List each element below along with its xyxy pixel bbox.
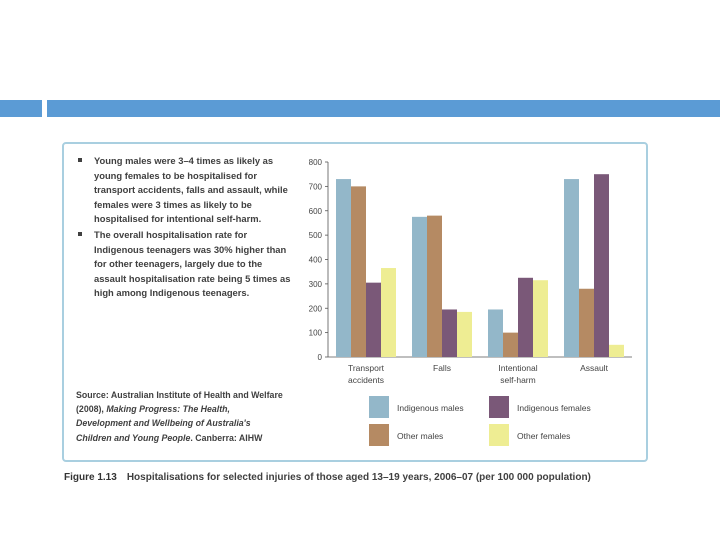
bullet-icon — [78, 158, 82, 162]
slide-accent-bar-left — [0, 100, 42, 117]
y-tick-label: 800 — [309, 158, 323, 167]
bar — [533, 280, 548, 357]
bullet-item: The overall hospitalisation rate for Ind… — [76, 228, 296, 301]
bullet-item: Young males were 3–4 times as likely as … — [76, 154, 296, 227]
bar — [503, 332, 518, 357]
bar — [351, 186, 366, 357]
bar — [579, 288, 594, 357]
source-title: Making Progress: The Health, Development… — [76, 404, 251, 443]
bar — [336, 179, 351, 357]
x-tick-label: Assault — [580, 363, 609, 373]
summary-bullet-list: Young males were 3–4 times as likely as … — [76, 154, 296, 302]
bar — [488, 309, 503, 357]
legend-swatch — [369, 396, 389, 418]
bar — [381, 268, 396, 357]
figure-caption: Figure 1.13 Hospitalisations for selected… — [64, 472, 684, 483]
legend-label: Indigenous females — [517, 403, 591, 413]
y-tick-label: 400 — [309, 256, 323, 265]
bar — [442, 309, 457, 357]
bullet-text: The overall hospitalisation rate for Ind… — [94, 228, 291, 299]
figure-number: Figure 1.13 — [64, 472, 117, 483]
source-prefix: Source: Australian Institute of Health a… — [76, 390, 283, 415]
legend-label: Other females — [517, 431, 570, 441]
legend-label: Other males — [397, 431, 443, 441]
x-tick-label: Intentional — [498, 363, 537, 373]
y-tick-label: 0 — [318, 353, 323, 362]
bar — [609, 344, 624, 357]
bar — [412, 216, 427, 357]
bar — [518, 277, 533, 357]
source-citation: Source: Australian Institute of Health a… — [76, 388, 286, 445]
legend-swatch — [369, 424, 389, 446]
x-tick-label: accidents — [348, 375, 384, 385]
legend-swatch — [489, 396, 509, 418]
y-tick-label: 200 — [309, 304, 323, 313]
bullet-text: Young males were 3–4 times as likely as … — [94, 155, 288, 225]
source-suffix: . Canberra: AIHW — [190, 432, 263, 443]
y-tick-label: 600 — [309, 207, 323, 216]
x-tick-label: Falls — [433, 363, 451, 373]
bar-chart: 0 100 200 300 400 500 600 700 800 Transport accide… — [309, 158, 632, 446]
bar — [366, 282, 381, 357]
bullet-icon — [78, 231, 82, 236]
y-tick-label: 300 — [309, 280, 323, 289]
y-tick-label: 500 — [309, 231, 323, 240]
legend-swatch — [489, 424, 509, 446]
y-tick-label: 700 — [309, 182, 323, 191]
caption-text: Hospitalisations for selected injuries o… — [126, 472, 591, 483]
bar — [564, 179, 579, 357]
legend-label: Indigenous males — [397, 403, 464, 413]
bar — [457, 311, 472, 357]
x-tick-label: self-harm — [500, 375, 535, 385]
y-tick-label: 100 — [309, 329, 323, 338]
bar — [594, 174, 609, 357]
slide-accent-bar-right — [47, 100, 720, 117]
x-tick-label: Transport — [348, 363, 385, 373]
bar — [427, 215, 442, 357]
